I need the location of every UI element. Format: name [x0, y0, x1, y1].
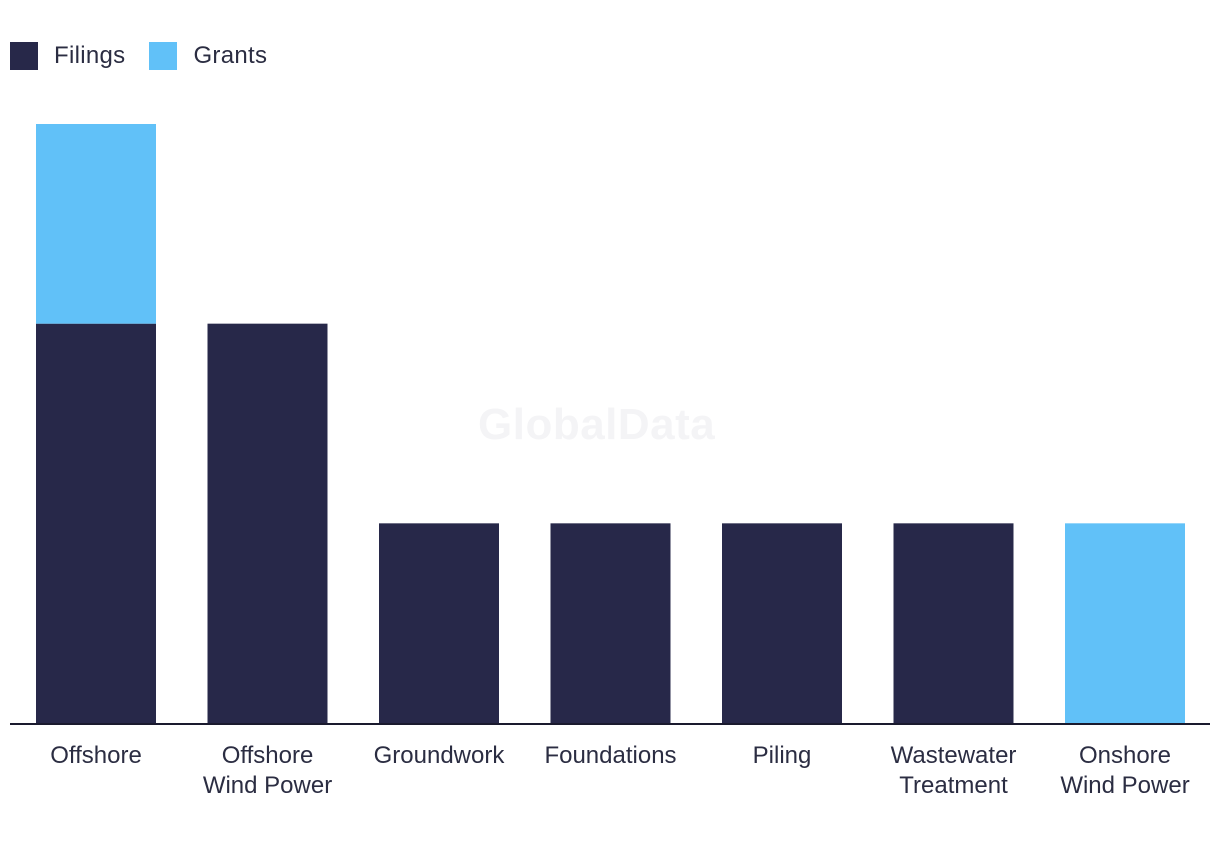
x-tick-label-2: Groundwork [374, 742, 506, 769]
legend-label-filings: Filings [54, 42, 126, 69]
bar-grants-6 [1065, 523, 1185, 723]
bar-grants-0 [36, 124, 156, 324]
x-tick-label-5: Wastewater Treatment [891, 742, 1017, 799]
x-tick-label-0: Offshore [50, 742, 142, 769]
watermark: GlobalData [478, 400, 716, 449]
bar-filings-2 [379, 523, 499, 723]
legend-label-grants: Grants [193, 42, 268, 69]
bar-filings-0 [36, 323, 156, 723]
bar-filings-4 [722, 523, 842, 723]
legend-swatch-grants [149, 42, 178, 70]
legend-item-filings: Filings [10, 42, 125, 70]
bar-filings-3 [550, 523, 671, 723]
legend-swatch-filings [10, 42, 38, 70]
x-tick-label-6: Onshore Wind Power [1060, 742, 1189, 799]
x-tick-label-1: Offshore Wind Power [203, 742, 332, 799]
legend-item-grants: Grants [149, 42, 267, 70]
x-tick-label-4: Piling [753, 742, 812, 769]
bar-filings-1 [207, 323, 328, 723]
legend: Filings Grants [10, 42, 291, 70]
bar-filings-5 [893, 523, 1014, 723]
x-tick-label-3: Foundations [544, 742, 676, 769]
